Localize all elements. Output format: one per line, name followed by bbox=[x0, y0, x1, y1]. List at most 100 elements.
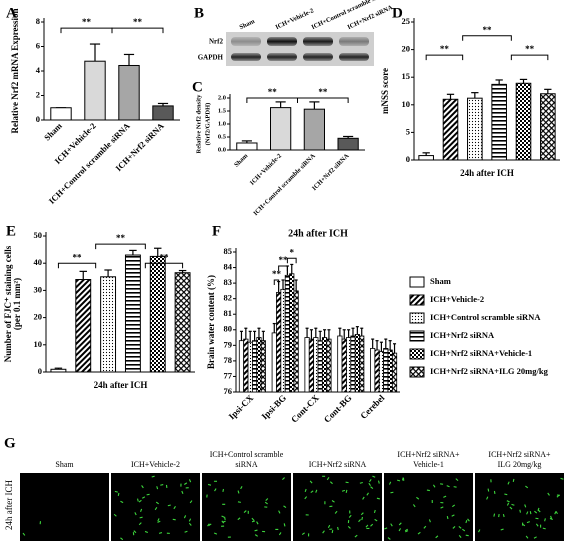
stained-cell bbox=[144, 530, 149, 534]
y-tick-label: 0 bbox=[36, 114, 40, 124]
error-bar bbox=[342, 329, 346, 340]
stained-cell bbox=[157, 518, 160, 522]
panel-letter: F bbox=[212, 223, 221, 239]
bar bbox=[418, 155, 434, 161]
stained-cell bbox=[354, 534, 358, 538]
bar bbox=[243, 338, 249, 393]
error-bar bbox=[272, 322, 276, 333]
stained-cell bbox=[155, 501, 160, 505]
stained-cell bbox=[167, 504, 171, 507]
stained-cell bbox=[310, 490, 314, 493]
y-tick-label: 84 bbox=[224, 262, 233, 272]
stained-cell bbox=[519, 509, 522, 513]
bar bbox=[271, 332, 277, 393]
stained-cell bbox=[181, 490, 184, 494]
bar bbox=[84, 60, 106, 121]
micrograph bbox=[293, 473, 382, 541]
stained-cell bbox=[347, 525, 351, 529]
stained-cell bbox=[500, 528, 504, 531]
stained-cell bbox=[358, 519, 361, 523]
significance-bracket bbox=[95, 243, 146, 250]
bar bbox=[383, 348, 389, 393]
legend-swatch bbox=[409, 312, 425, 324]
significance-label: ** bbox=[73, 252, 83, 262]
y-tick-label: 2.0 bbox=[218, 94, 226, 101]
panel-letter: D bbox=[392, 5, 403, 21]
x-axis-label: 24h after ICH bbox=[460, 168, 514, 178]
error-bar bbox=[318, 330, 322, 341]
stained-cell bbox=[549, 517, 553, 521]
significance-label: * bbox=[290, 247, 295, 257]
stained-cell bbox=[309, 480, 313, 484]
stained-cell bbox=[502, 513, 505, 518]
stained-cell bbox=[535, 523, 539, 527]
column-label: ICH+Control scramble siRNA bbox=[209, 450, 284, 469]
stained-cell bbox=[509, 506, 513, 510]
blot-band bbox=[267, 53, 297, 61]
error-bar bbox=[290, 263, 294, 274]
y-tick-label: 50 bbox=[34, 230, 43, 240]
error-bar bbox=[327, 329, 331, 340]
stained-cell bbox=[141, 485, 144, 489]
y-tick-label: 10 bbox=[34, 339, 43, 349]
stained-cell bbox=[507, 481, 510, 485]
stained-cell bbox=[556, 494, 560, 498]
y-tick-label: 1.5 bbox=[218, 107, 227, 114]
y-axis-label: Relative Nrf2 mRNA Expression bbox=[10, 8, 20, 133]
y-tick-label: 20 bbox=[34, 312, 43, 322]
bar bbox=[391, 352, 398, 393]
bar bbox=[467, 97, 483, 161]
stained-cell bbox=[526, 521, 530, 524]
significance-label: ** bbox=[268, 87, 278, 97]
stained-cell bbox=[396, 479, 401, 482]
error-bar bbox=[379, 341, 383, 352]
significance-bracket bbox=[286, 257, 297, 264]
stained-cell bbox=[373, 509, 376, 514]
error-bar bbox=[253, 330, 257, 341]
stained-cell bbox=[188, 518, 192, 522]
y-tick-label: 8 bbox=[36, 16, 40, 26]
stained-cell bbox=[282, 477, 285, 481]
significance-bracket bbox=[297, 97, 349, 103]
significance-bracket bbox=[273, 279, 280, 285]
stained-cell bbox=[398, 528, 402, 532]
legend-swatch bbox=[409, 348, 425, 360]
stained-cell bbox=[426, 489, 430, 492]
significance-bracket bbox=[144, 262, 184, 269]
bar bbox=[303, 108, 325, 151]
stained-cell bbox=[493, 490, 496, 495]
column-label: ICH+Vehicle-2 bbox=[131, 460, 180, 469]
stained-cell bbox=[369, 478, 372, 483]
bar bbox=[174, 272, 191, 373]
stained-cell bbox=[254, 534, 259, 537]
stained-cell bbox=[265, 498, 269, 501]
y-tick-label: 30 bbox=[34, 284, 43, 294]
error-bar bbox=[323, 329, 327, 338]
stained-cell bbox=[465, 534, 469, 537]
y-tick-label: 0 bbox=[406, 154, 410, 164]
error-bar bbox=[384, 338, 388, 349]
bar bbox=[50, 107, 72, 121]
lane-label: ICH+Vehicle-2 bbox=[275, 7, 315, 31]
bar bbox=[280, 288, 286, 393]
stained-cell bbox=[368, 482, 371, 486]
stained-cell bbox=[156, 486, 159, 490]
error-bar bbox=[89, 43, 101, 62]
stained-cell bbox=[544, 518, 546, 522]
y-axis-label: Number of FJC⁺ staining cells bbox=[3, 245, 13, 362]
y-tick-label: 2 bbox=[36, 89, 40, 99]
significance-label: ** bbox=[279, 255, 289, 265]
y-tick-label: 81 bbox=[224, 308, 233, 318]
stained-cell bbox=[221, 520, 225, 524]
bar bbox=[236, 142, 258, 151]
error-bar bbox=[294, 279, 298, 291]
stained-cell bbox=[525, 535, 529, 539]
stained-cell bbox=[207, 523, 210, 527]
stained-cell bbox=[315, 489, 318, 493]
y-tick-label: 80 bbox=[224, 324, 233, 334]
stained-cell bbox=[478, 529, 481, 533]
bar bbox=[276, 292, 282, 393]
error-bar bbox=[544, 88, 552, 94]
stained-cell bbox=[142, 496, 146, 499]
stained-cell bbox=[157, 520, 161, 523]
